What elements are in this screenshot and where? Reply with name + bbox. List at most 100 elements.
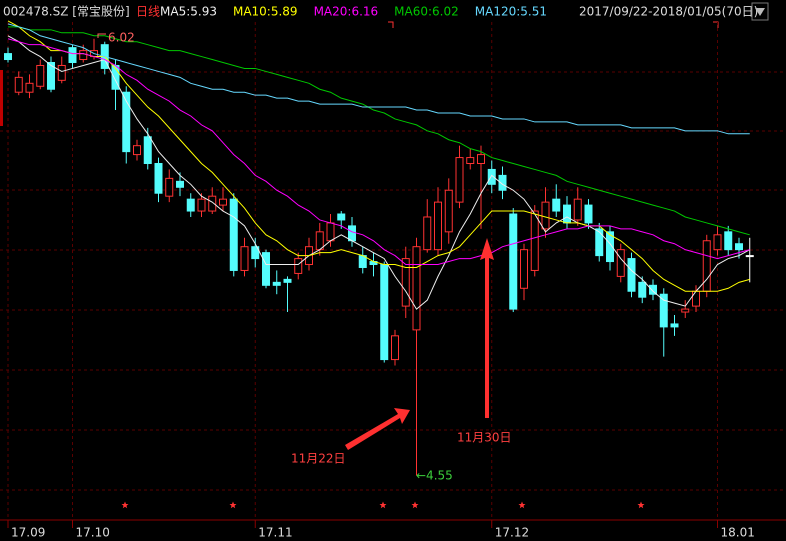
legend-entry: MA120:5.51 <box>475 5 547 19</box>
plot <box>4 20 754 520</box>
candle-body <box>520 249 528 289</box>
candle-body <box>692 290 700 307</box>
period-label[interactable]: 日线 <box>136 5 160 19</box>
candle-body <box>143 136 152 165</box>
candle-body <box>229 198 238 271</box>
candle-body <box>4 53 12 61</box>
candle-body <box>251 246 260 260</box>
candle-body <box>208 195 217 212</box>
candle-body <box>348 225 356 242</box>
range-label: 2017/09/22-2018/01/05(70日) <box>579 5 758 19</box>
candle-body <box>552 198 561 212</box>
event-star[interactable] <box>121 501 129 509</box>
dropdown-box[interactable] <box>751 2 769 21</box>
candle-body <box>272 281 281 286</box>
candle-body <box>47 62 55 90</box>
x-tick-label: 17.11 <box>258 526 292 540</box>
candle-body <box>541 201 550 230</box>
candle-body <box>595 228 604 257</box>
candle-body <box>530 210 539 271</box>
candle-body <box>606 231 614 263</box>
x-tick-label: 18.01 <box>721 526 755 540</box>
legend-entry: MA10:5.89 <box>233 5 298 19</box>
candle-body <box>444 189 453 233</box>
candle-body <box>165 177 174 197</box>
candle-body <box>670 323 679 328</box>
ma-line <box>7 35 750 310</box>
stock-title: 002478.SZ [常宝股份] <box>3 5 130 19</box>
candle-body <box>713 234 722 251</box>
candle-body <box>584 204 593 224</box>
candle-body <box>337 213 346 221</box>
candle-body <box>735 243 743 251</box>
marker-tick <box>388 21 394 28</box>
candle-body <box>14 76 23 93</box>
candle-body <box>401 258 410 307</box>
candle-body <box>391 335 399 361</box>
candle-body <box>434 201 442 251</box>
x-tick-label: 17.10 <box>76 526 110 540</box>
legend-entry: MA20:6.16 <box>314 5 379 19</box>
candle-body <box>326 222 335 242</box>
high-annotation: 6.02 <box>108 31 135 45</box>
candle-body <box>573 198 582 221</box>
side-marker <box>0 70 3 126</box>
ma-line <box>7 20 750 292</box>
candle-body <box>487 168 496 185</box>
event-stars <box>121 501 645 509</box>
low-annotation: ←4.55 <box>416 469 453 483</box>
date-annotation: 11月22日 <box>291 452 346 466</box>
candle-body <box>380 264 389 361</box>
candle-body <box>681 308 690 313</box>
candle-body <box>154 163 163 194</box>
event-star[interactable] <box>379 501 387 509</box>
date-annotation: 11月30日 <box>457 431 512 445</box>
candle-body <box>498 174 507 191</box>
candle-body <box>57 64 66 81</box>
candle-body <box>563 204 571 224</box>
legend-entry: MA60:6.02 <box>394 5 459 19</box>
candle-body <box>423 216 432 251</box>
x-tick-label: 17.09 <box>11 526 45 540</box>
candle-body <box>638 281 647 298</box>
candle-body <box>477 154 485 165</box>
ma-line <box>7 38 750 266</box>
event-star[interactable] <box>411 501 419 509</box>
candle-body <box>176 180 184 188</box>
candle-body <box>219 198 227 206</box>
candle-body <box>36 64 45 87</box>
high-leader <box>97 33 106 38</box>
candle-body <box>133 145 141 156</box>
candle-body <box>627 258 636 292</box>
candle-body <box>412 246 421 331</box>
candle-body <box>659 293 668 328</box>
candle-body <box>745 255 754 258</box>
candle-body <box>294 258 303 274</box>
candle-body <box>616 249 625 277</box>
candle-body <box>262 252 270 286</box>
candle-body <box>509 213 518 310</box>
event-star[interactable] <box>637 501 645 509</box>
event-star[interactable] <box>229 501 237 509</box>
candle-body <box>283 278 292 283</box>
candle-body <box>79 50 88 61</box>
grid <box>0 71 786 491</box>
legend-entry: MA5:5.93 <box>160 5 217 19</box>
candle-body <box>68 47 77 64</box>
candle-body <box>25 82 34 93</box>
candle-body <box>186 198 195 212</box>
dropdown-icon[interactable] <box>755 8 765 16</box>
event-star[interactable] <box>518 501 526 509</box>
red-arrow <box>345 408 410 450</box>
candle-body <box>240 246 249 271</box>
candle-body <box>122 91 131 153</box>
candle-body <box>649 284 657 295</box>
x-tick-label: 17.12 <box>495 526 529 540</box>
ma-line <box>8 26 750 236</box>
candle-body <box>455 157 464 203</box>
ma-line <box>7 23 750 135</box>
red-arrow <box>480 238 494 418</box>
candle-body <box>197 198 206 212</box>
